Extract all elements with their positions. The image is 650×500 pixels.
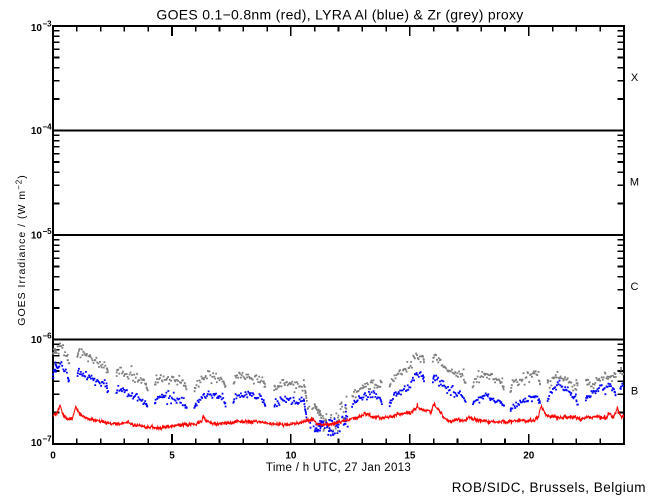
svg-text:10: 10: [285, 451, 297, 462]
svg-text:15: 15: [404, 451, 416, 462]
svg-text:GOES 0.1−0.8nm (red), LYRA Al: GOES 0.1−0.8nm (red), LYRA Al (blue) & Z…: [156, 7, 523, 23]
svg-text:10: 10: [31, 335, 43, 346]
svg-text:C: C: [631, 281, 639, 293]
svg-text:10: 10: [31, 231, 43, 242]
svg-text:5: 5: [169, 451, 175, 462]
svg-text:10: 10: [31, 438, 43, 449]
svg-text:10: 10: [31, 23, 43, 34]
svg-text:X: X: [631, 72, 639, 84]
svg-text:M: M: [630, 177, 639, 189]
svg-text:10: 10: [31, 126, 43, 137]
svg-text:Time / h UTC, 27 Jan 2013: Time / h UTC, 27 Jan 2013: [266, 462, 411, 474]
svg-text:−6: −6: [43, 332, 53, 341]
svg-text:ROB/SIDC, Brussels, Belgium: ROB/SIDC, Brussels, Belgium: [452, 480, 646, 495]
svg-text:−4: −4: [43, 123, 53, 132]
svg-text:GOES Irradiance / (W m−2): GOES Irradiance / (W m−2): [15, 174, 29, 325]
svg-text:−7: −7: [43, 435, 53, 444]
svg-text:−3: −3: [43, 20, 53, 29]
svg-text:0: 0: [50, 451, 56, 462]
svg-text:−5: −5: [43, 227, 53, 236]
svg-text:20: 20: [523, 451, 535, 462]
svg-text:B: B: [631, 386, 638, 398]
